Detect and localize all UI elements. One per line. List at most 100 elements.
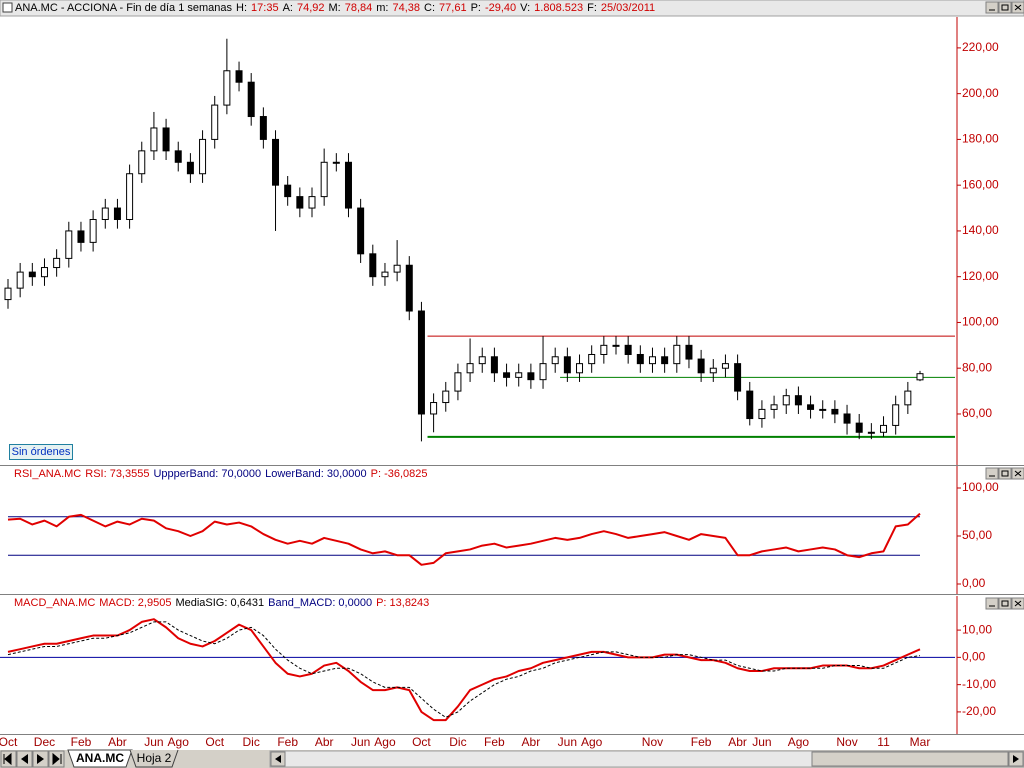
x-tick-label: Dic	[243, 735, 260, 749]
x-tick-label: Nov	[642, 735, 663, 749]
candle-body	[53, 257, 61, 269]
candle-body	[442, 390, 450, 404]
candle-body	[466, 363, 474, 374]
plot-area	[0, 618, 955, 722]
candle-body	[600, 344, 608, 355]
header-part: UppperBand: 70,0000	[153, 468, 261, 480]
candle-body	[843, 413, 851, 424]
candle-body	[296, 196, 304, 209]
x-tick-label: Abr	[108, 735, 127, 749]
panel-bg	[0, 596, 1024, 734]
header-part: 1.808.523	[534, 2, 583, 14]
candle-body	[162, 127, 170, 152]
window-restore[interactable]	[998, 467, 1012, 480]
panel: 60,00 80,00 100,00 120,00 140,00 160,00 180,00…	[0, 1, 1024, 466]
candle-body	[746, 390, 754, 420]
sheet-tab-label: Hoja 2	[137, 751, 172, 765]
x-tick-label: Oct	[412, 735, 431, 749]
candle-body	[478, 356, 486, 365]
series-line	[7, 618, 921, 722]
x-tick-label: Nov	[836, 735, 857, 749]
header-part: 17:35	[251, 2, 279, 14]
plot-area	[7, 512, 921, 566]
x-tick-label: Abr	[522, 735, 541, 749]
header-part: P: 13,8243	[376, 597, 429, 609]
candle-body	[880, 424, 888, 433]
window-restore[interactable]	[998, 1, 1012, 14]
title-bar	[0, 0, 1024, 17]
candle-body	[855, 422, 863, 433]
x-tick-label: Oct	[0, 735, 18, 749]
sheet-bar: ANA.MC Hoja 2	[0, 749, 1024, 768]
candle-body	[4, 287, 12, 301]
panel-header: RSI_ANA.MC RSI: 73,3555 UppperBand: 70,000…	[14, 468, 428, 480]
plot-area	[4, 38, 955, 442]
candle-body	[697, 358, 705, 374]
candle-body	[417, 310, 425, 415]
nav-last-icon	[52, 752, 62, 766]
window-restore-icon	[1001, 600, 1009, 607]
x-tick-label: Oct	[205, 735, 224, 749]
header-part: 74,92	[297, 2, 325, 14]
window-minimize[interactable]	[985, 467, 999, 480]
order-button-label: Sin órdenes	[12, 446, 71, 458]
panel: 0,00 50,00 100,00 RSI_ANA.MC RSI: 73,3555 Upp…	[0, 466, 1024, 595]
scroll-thumb[interactable]	[811, 751, 1009, 767]
x-tick-label: Dic	[449, 735, 466, 749]
candle-body	[272, 138, 280, 186]
candle-body	[77, 230, 85, 243]
x-tick-label: Feb	[277, 735, 298, 749]
header-part: C:	[424, 2, 435, 14]
y-tick-label: 10,00	[962, 622, 992, 636]
candle-body	[186, 161, 194, 175]
panel-header: ANA.MC - ACCIONA - Fin de día 1 semanas H…	[15, 2, 655, 14]
candle-body	[892, 404, 900, 426]
candle-body	[636, 353, 644, 365]
y-tick-label: 200,00	[962, 86, 999, 100]
window-minimize[interactable]	[985, 597, 999, 610]
window-minimize[interactable]	[985, 1, 999, 14]
y-tick-label: 60,00	[962, 406, 992, 420]
candle-body	[223, 70, 231, 106]
y-tick-label: -10,00	[962, 677, 996, 691]
x-tick-label: Mar	[910, 735, 931, 749]
nav-first-icon	[3, 752, 12, 766]
candle-body	[807, 404, 815, 410]
header-part: A:	[283, 2, 293, 14]
candle-body	[16, 271, 24, 289]
header-part: 74,38	[393, 2, 421, 14]
candle-body	[393, 264, 401, 273]
candle-body	[709, 367, 717, 374]
candle-body	[563, 356, 571, 374]
window-close-icon	[1014, 600, 1022, 607]
candle-body	[332, 161, 340, 164]
candle-body	[770, 404, 778, 410]
candle-body	[539, 363, 547, 381]
header-part: ANA.MC - ACCIONA - Fin de día 1 semanas	[15, 2, 233, 14]
x-tick-label: Jun	[144, 735, 163, 749]
header-part: RSI: 73,3555	[85, 468, 149, 480]
y-tick-label: 100,00	[962, 480, 999, 494]
candle-body	[138, 150, 146, 175]
candle-body	[28, 271, 36, 278]
window-restore[interactable]	[998, 597, 1012, 610]
window-restore-icon	[1001, 4, 1009, 11]
scroll-left-icon	[275, 755, 281, 763]
candle-body	[89, 218, 97, 243]
y-tick-label: 120,00	[962, 269, 999, 283]
x-tick-label: Ago	[374, 735, 396, 749]
scroll-right-icon	[1013, 755, 1019, 763]
candle-body	[199, 138, 207, 175]
charts: 60,00 80,00 100,00 120,00 140,00 160,00 180,00…	[0, 1, 1024, 749]
order-button[interactable]	[9, 444, 73, 460]
y-tick-label: 160,00	[962, 177, 999, 191]
y-tick-label: 100,00	[962, 315, 999, 329]
candle-body	[369, 253, 377, 278]
candle-body	[40, 267, 48, 278]
sheet-tab-active[interactable]	[67, 749, 133, 768]
header-part: V:	[520, 2, 530, 14]
candle-body	[612, 344, 620, 347]
x-tick-label: Jun	[752, 735, 771, 749]
nav-next-icon	[37, 754, 44, 764]
sheet-tab[interactable]	[129, 749, 179, 768]
